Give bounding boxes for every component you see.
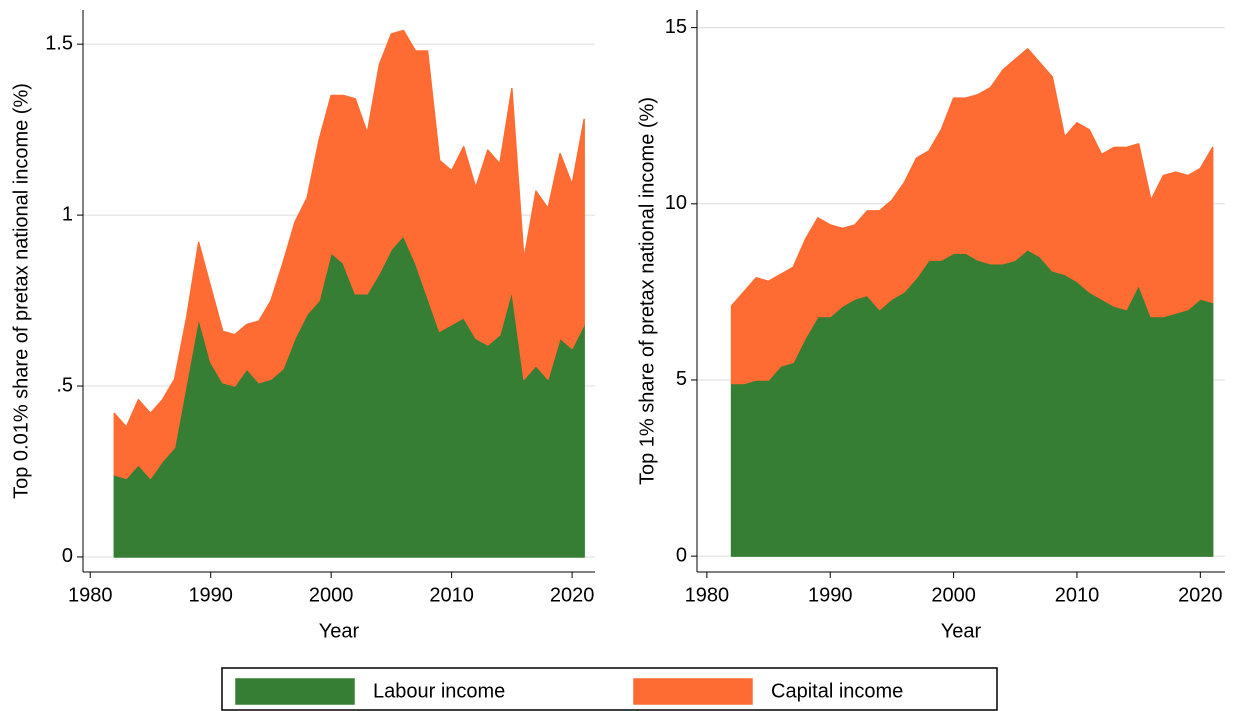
- x-axis-title: Year: [941, 620, 982, 642]
- y-axis-title: Top 1% share of pretax national income (…: [636, 97, 658, 485]
- y-tick-label: 0: [62, 545, 73, 567]
- legend-swatch: [235, 678, 355, 705]
- y-tick-label: 15: [665, 16, 687, 38]
- legend-label: Labour income: [373, 680, 505, 702]
- y-tick-label: 1.5: [45, 32, 73, 54]
- legend-swatch: [633, 678, 753, 705]
- x-tick-label: 1980: [685, 584, 730, 606]
- x-tick-label: 2000: [931, 584, 976, 606]
- x-tick-label: 2020: [1178, 584, 1223, 606]
- y-tick-label: 1: [62, 203, 73, 225]
- area: [730, 48, 1214, 385]
- x-tick-label: 2020: [550, 584, 595, 606]
- x-tick-label: 2010: [1055, 584, 1100, 606]
- y-tick-label: 0: [676, 544, 687, 566]
- x-tick-label: 1990: [808, 584, 853, 606]
- x-tick-label: 1980: [68, 584, 113, 606]
- area: [113, 29, 585, 480]
- y-tick-label: .5: [56, 374, 73, 396]
- x-tick-label: 1990: [188, 584, 233, 606]
- y-axis-title: Top 0.01% share of pretax national incom…: [10, 83, 32, 499]
- x-axis-title: Year: [319, 620, 360, 642]
- y-tick-label: 5: [676, 368, 687, 390]
- legend-label: Capital income: [771, 680, 903, 702]
- x-tick-label: 2000: [309, 584, 354, 606]
- y-tick-label: 10: [665, 192, 687, 214]
- x-tick-label: 2010: [429, 584, 474, 606]
